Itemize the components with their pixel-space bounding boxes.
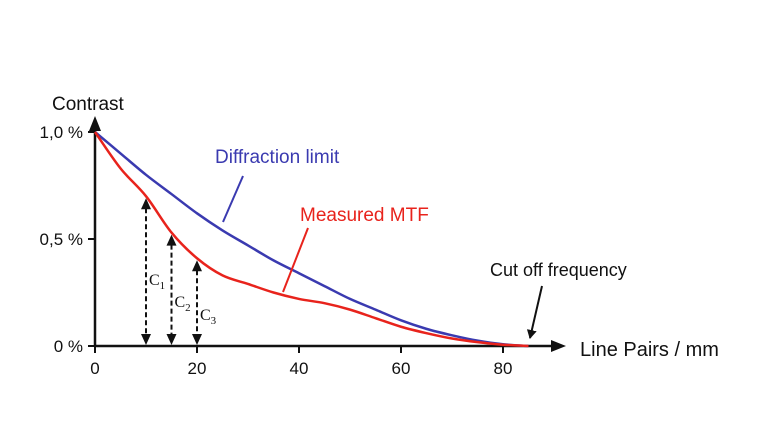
x-axis-title: Line Pairs / mm (580, 339, 719, 361)
y-tick-label: 1,0 % (40, 123, 83, 142)
annotation-diffraction: Diffraction limit (215, 147, 340, 223)
x-tick-label: 20 (188, 359, 207, 378)
measured-mtf-line (93, 131, 529, 348)
contrast-marker-label: C3 (200, 307, 217, 327)
annotation-cutoff: Cut off frequency (490, 260, 627, 339)
x-axis-arrow-icon (551, 340, 566, 352)
arrow-down-icon (141, 334, 151, 345)
arrow-down-icon (166, 334, 177, 345)
diffraction-limit-line (94, 131, 529, 348)
contrast-marker-2: C2 (166, 234, 191, 345)
contrast-marker-label: C1 (149, 272, 165, 292)
contrast-marker-1: C1 (141, 198, 165, 345)
axes (89, 116, 566, 352)
annotation-measured: Measured MTF (282, 205, 429, 293)
arrow-down-icon (192, 334, 202, 345)
x-tick-label: 60 (392, 359, 411, 378)
cutoff-frequency-label: Cut off frequency (490, 260, 627, 280)
arrow-up-icon (141, 198, 151, 210)
y-axis-title: Contrast (52, 94, 125, 115)
contrast-marker-3: C3 (192, 260, 217, 345)
measured-mtf-label: Measured MTF (300, 205, 429, 226)
contrast-markers: C1 C2 C3 (141, 198, 217, 345)
measured-leader-line (282, 227, 309, 293)
x-ticks: 0 20 40 60 80 (90, 346, 512, 378)
diffraction-limit-label: Diffraction limit (215, 147, 340, 168)
arrow-up-icon (192, 260, 202, 272)
contrast-marker-label: C2 (175, 294, 191, 314)
y-axis-arrow-icon (89, 116, 101, 131)
y-ticks: 0 % 0,5 % 1,0 % (40, 123, 95, 356)
x-tick-label: 80 (494, 359, 513, 378)
y-tick-label: 0 % (54, 337, 83, 356)
arrow-up-icon (166, 234, 177, 246)
cutoff-arrow (526, 285, 543, 339)
y-tick-label: 0,5 % (40, 230, 83, 249)
series-lines (93, 131, 529, 348)
x-tick-label: 40 (290, 359, 309, 378)
x-tick-label: 0 (90, 359, 99, 378)
diffraction-leader-line (222, 175, 244, 223)
